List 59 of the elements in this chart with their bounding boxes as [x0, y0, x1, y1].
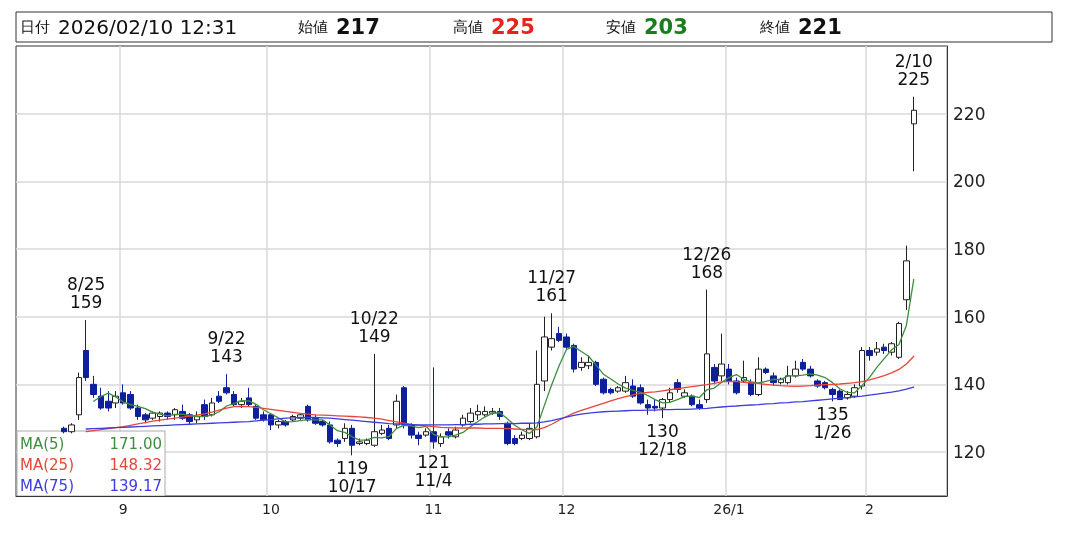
candlestick [430, 366, 437, 450]
candlestick [61, 426, 67, 434]
candlestick [223, 373, 230, 395]
candlestick [438, 432, 444, 448]
y-tick-label: 140 [953, 374, 986, 395]
candlestick [90, 375, 97, 399]
x-tick-label: 10 [262, 501, 280, 517]
candlestick [718, 333, 725, 382]
text: 高値 225 [453, 15, 535, 39]
text: MA(5) [20, 434, 65, 453]
annotation: 12/26 168 [682, 243, 732, 282]
series-label: MA(25) [20, 455, 74, 474]
candlestick [748, 378, 754, 397]
x-tick-label: 12 [557, 501, 576, 517]
y-tick-label: 120 [953, 442, 986, 463]
candlestick [76, 372, 82, 421]
candlestick [881, 343, 887, 355]
annotation: 2/10 225 [894, 50, 933, 89]
annotation: 8/25 159 [67, 274, 106, 313]
y-tick-label: 220 [953, 103, 986, 124]
candlestick [859, 346, 865, 390]
text: 終値 221 [759, 15, 842, 39]
x-tick-label: 9 [118, 501, 128, 517]
text: 日付 2026/02/10 12:31 [20, 15, 238, 39]
annotation: 11/27 161 [527, 267, 577, 306]
candlestick [275, 419, 282, 429]
candlestick [911, 96, 917, 172]
candlestick [755, 356, 762, 397]
text: 始値 217 [298, 15, 380, 39]
x-tick-label: 26/1 [713, 501, 745, 517]
text: 安値 203 [606, 15, 688, 39]
candlestick [763, 366, 769, 375]
annotation: 135 1/26 [813, 404, 852, 443]
y-tick-label: 160 [953, 306, 986, 327]
x-tick-label: 2 [864, 501, 874, 517]
y-tick-label: 180 [953, 239, 986, 260]
candlestick [349, 424, 355, 456]
annotation: 9/22 143 [207, 328, 246, 367]
candlestick [83, 319, 89, 382]
candlestick [423, 427, 429, 438]
annotation: 148.32 [109, 455, 162, 474]
annotation: 119 10/17 [327, 458, 377, 497]
annotation: 121 11/4 [414, 451, 453, 490]
annotation: 130 12/18 [638, 421, 688, 460]
candlestick [445, 427, 452, 439]
annotation: 171.00 [109, 434, 162, 453]
candlestick [681, 388, 688, 399]
y-tick-label: 200 [953, 171, 986, 192]
annotation: 10/22 149 [349, 307, 399, 346]
x-tick-label: 11 [424, 501, 443, 517]
candlestick [874, 341, 880, 357]
candlestick [401, 385, 407, 429]
annotation: 139.17 [109, 476, 162, 495]
candlestick [866, 346, 873, 362]
candlestick [704, 289, 710, 404]
candlestick [216, 390, 222, 404]
candlestick [903, 245, 910, 311]
text: MA(75) [20, 476, 74, 495]
candlestick [711, 363, 718, 385]
